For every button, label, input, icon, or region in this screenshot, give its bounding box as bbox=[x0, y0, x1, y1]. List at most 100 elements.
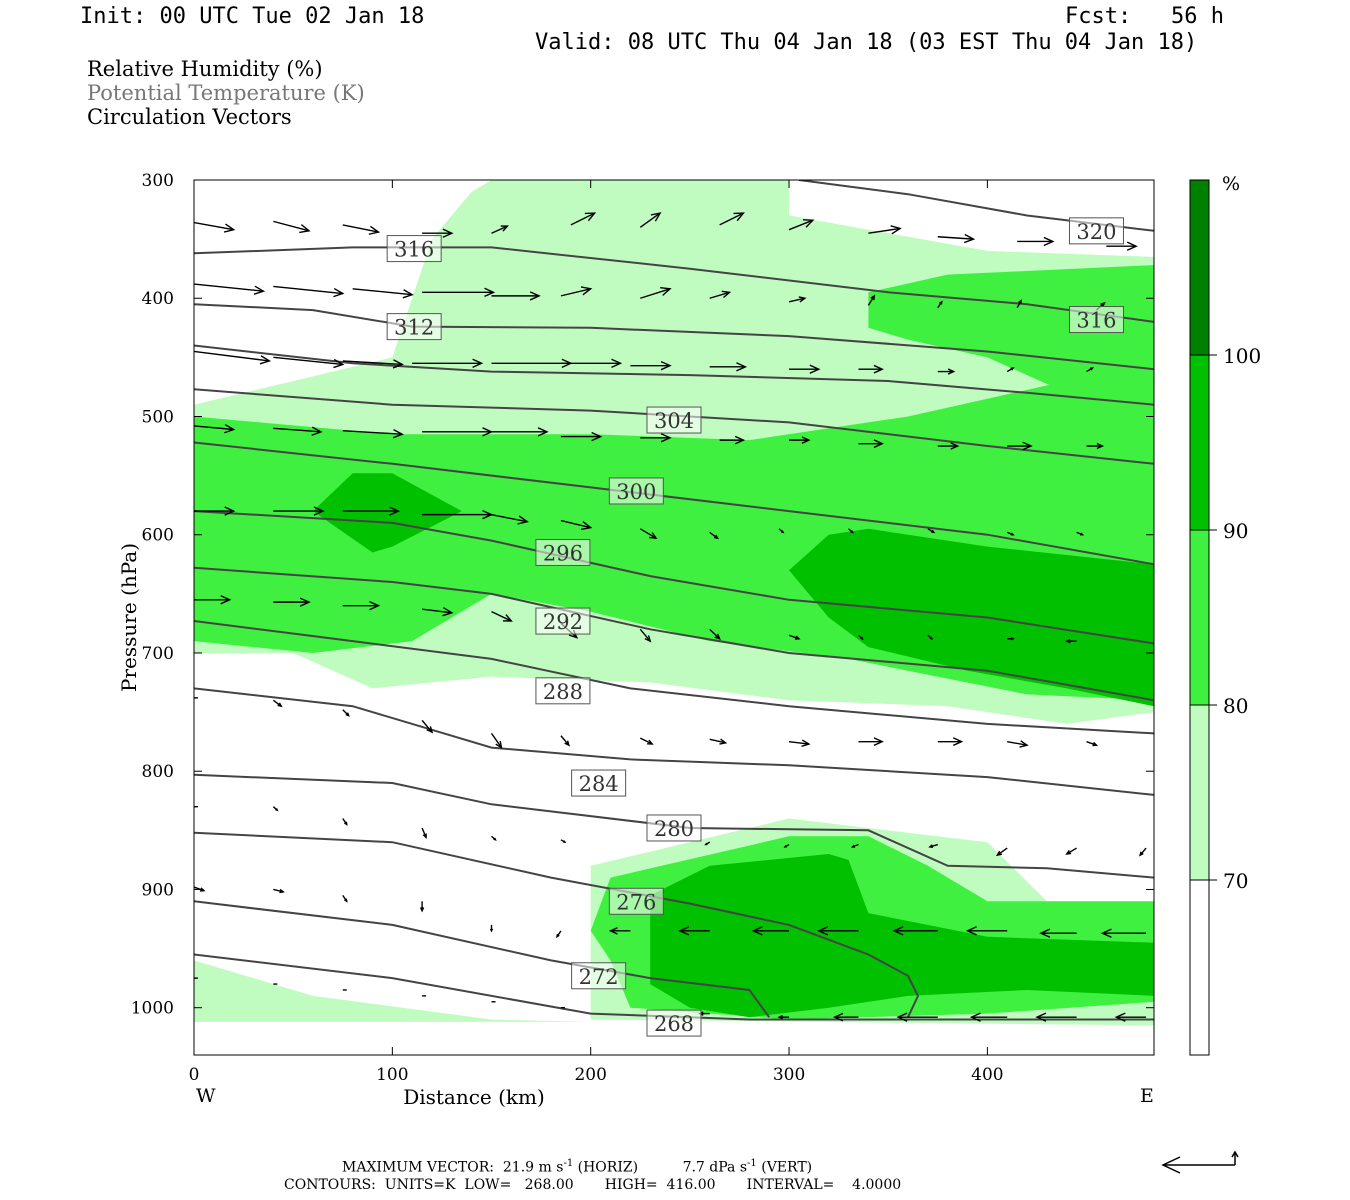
circulation-vector bbox=[342, 894, 348, 903]
circulation-vector bbox=[194, 350, 272, 365]
colorbar-segment bbox=[1189, 354, 1210, 531]
circulation-vector bbox=[491, 835, 497, 841]
circulation-vector bbox=[788, 634, 801, 640]
contour-label-text: 284 bbox=[579, 772, 619, 796]
circulation-vector bbox=[421, 719, 434, 734]
circulation-vector bbox=[1086, 367, 1094, 373]
contours-line: CONTOURS: UNITS=K LOW= 268.00 HIGH= 416.… bbox=[284, 1177, 902, 1193]
circulation-vector bbox=[788, 739, 811, 747]
x-end-label-west: W bbox=[196, 1085, 216, 1107]
colorbar-segment bbox=[1189, 179, 1210, 356]
circulation-vector bbox=[858, 364, 884, 374]
circulation-vector bbox=[273, 285, 345, 298]
y-tick-label: 300 bbox=[142, 171, 174, 191]
circulation-vector bbox=[342, 506, 401, 516]
circulation-vector bbox=[491, 610, 513, 622]
circulation-vector bbox=[848, 528, 854, 534]
circulation-vector bbox=[858, 439, 884, 449]
circulation-vector bbox=[778, 528, 785, 534]
vert-unit: dPa s bbox=[709, 1159, 748, 1176]
contour-label-300: 300 bbox=[608, 477, 664, 505]
contour-label-276: 276 bbox=[608, 887, 664, 915]
circulation-vector bbox=[194, 283, 266, 295]
max-vector-label: MAXIMUM VECTOR: bbox=[342, 1159, 494, 1176]
circulation-vector bbox=[867, 294, 876, 306]
circulation-vector bbox=[896, 1012, 938, 1022]
circulation-vector bbox=[570, 212, 597, 226]
y-tick-label: 800 bbox=[142, 762, 174, 782]
x-tick-label: 100 bbox=[376, 1065, 408, 1085]
circulation-vector bbox=[342, 818, 348, 826]
x-tick-label: 200 bbox=[574, 1065, 606, 1085]
colorbar-tick-label: 80 bbox=[1223, 694, 1248, 718]
circulation-vector bbox=[342, 429, 404, 439]
circulation-vector bbox=[788, 296, 807, 303]
contour-label-text: 268 bbox=[654, 1012, 694, 1036]
circulation-vector bbox=[630, 360, 672, 371]
contour-label-text: 276 bbox=[616, 890, 656, 914]
circulation-vector bbox=[719, 212, 745, 226]
circulation-vector bbox=[273, 356, 345, 369]
y-tick-label: 600 bbox=[142, 526, 174, 546]
contour-label-280: 280 bbox=[646, 814, 702, 842]
circulation-vector bbox=[817, 926, 859, 936]
x-tick-label: 300 bbox=[773, 1065, 805, 1085]
contour-label-292: 292 bbox=[535, 607, 591, 635]
circulation-vector bbox=[273, 220, 311, 234]
legend-vectors: Circulation Vectors bbox=[87, 105, 292, 129]
circulation-vector bbox=[490, 732, 503, 749]
contour-label-text: 316 bbox=[394, 238, 434, 262]
circulation-vector bbox=[491, 225, 509, 234]
x-tick-label: 0 bbox=[189, 1065, 200, 1085]
circulation-vector bbox=[272, 699, 283, 708]
colorbar-segment bbox=[1189, 879, 1210, 1056]
x-end-label-east: E bbox=[1140, 1085, 1154, 1107]
circulation-vector bbox=[491, 291, 541, 301]
colorbar-segment bbox=[1189, 704, 1210, 881]
circulation-vector bbox=[892, 926, 938, 936]
circulation-vector bbox=[751, 926, 790, 936]
circulation-vector bbox=[560, 431, 603, 442]
horiz-unit: m s bbox=[538, 1159, 564, 1176]
contour-label-312: 312 bbox=[386, 313, 442, 341]
y-tick-label: 400 bbox=[142, 289, 174, 309]
circulation-vector bbox=[1006, 531, 1015, 536]
circulation-vector bbox=[560, 358, 623, 368]
contour-label-text: 300 bbox=[616, 480, 656, 504]
rh-fills bbox=[194, 180, 1154, 1026]
x-axis-label: Distance (km) bbox=[403, 1085, 545, 1109]
y-axis-label: Pressure (hPa) bbox=[117, 543, 141, 692]
x-tick-label: 400 bbox=[971, 1065, 1003, 1085]
circulation-vector bbox=[937, 442, 960, 450]
circulation-vector bbox=[491, 427, 549, 437]
rh-region-70-80 bbox=[194, 960, 591, 1022]
circulation-vector bbox=[273, 888, 285, 894]
circulation-vector bbox=[832, 1012, 859, 1022]
theta-contour-300 bbox=[194, 441, 1154, 566]
y-tick-label: 500 bbox=[142, 407, 174, 427]
circulation-vector bbox=[868, 225, 902, 235]
theta-contour-316 bbox=[194, 246, 1154, 323]
circulation-vector bbox=[273, 597, 311, 607]
contour-label-296: 296 bbox=[535, 538, 591, 566]
legend-theta: Potential Temperature (K) bbox=[87, 81, 365, 105]
theta-contour-276 bbox=[194, 831, 920, 1018]
circulation-vector bbox=[560, 286, 593, 297]
contour-label-288: 288 bbox=[535, 677, 591, 705]
contour-label-text: 280 bbox=[654, 817, 694, 841]
circulation-vector bbox=[342, 224, 381, 235]
circulation-vector bbox=[419, 901, 425, 913]
circulation-vector bbox=[858, 737, 884, 747]
contour-label-text: 316 bbox=[1076, 309, 1116, 333]
circulation-vector bbox=[194, 506, 236, 516]
contour-label-304: 304 bbox=[646, 406, 702, 434]
circulation-vector bbox=[421, 827, 427, 840]
contour-label-272: 272 bbox=[571, 962, 627, 990]
circulation-vector bbox=[194, 424, 236, 434]
circulation-vector bbox=[709, 628, 721, 640]
circulation-vector bbox=[273, 506, 325, 516]
colorbar-tick-label: 70 bbox=[1223, 869, 1248, 893]
circulation-vector bbox=[1007, 441, 1033, 451]
circulation-vector bbox=[1035, 1012, 1077, 1022]
